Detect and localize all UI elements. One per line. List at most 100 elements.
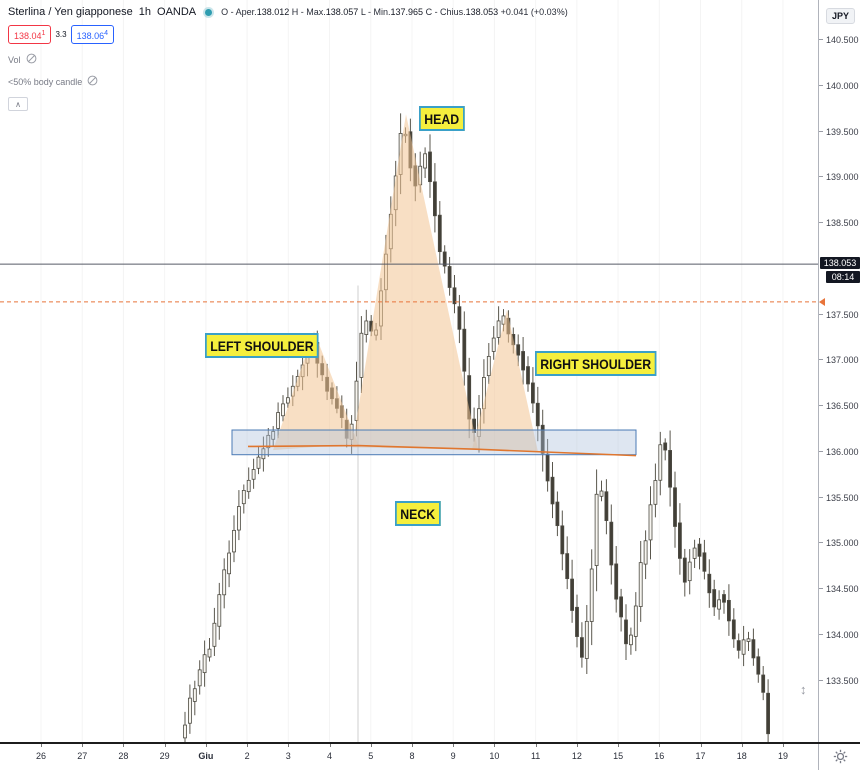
head-pattern-label[interactable]: HEAD: [419, 106, 465, 131]
time-axis[interactable]: 26 27 28 29 Giu 2 3 4 5 8 9 10 11 12 15 16 17 18 19: [0, 742, 860, 770]
candle-body: [212, 622, 217, 647]
time-tick-label: 15: [613, 751, 624, 761]
candle-body: [678, 522, 682, 559]
pattern-triangle: [472, 310, 538, 452]
sell-button[interactable]: 138.041: [8, 25, 52, 44]
time-tick-mark: [164, 744, 166, 747]
symbol-title: Sterlina / Yen giapponese: [8, 6, 133, 18]
time-tick-label: 4: [327, 751, 333, 761]
candle-body: [687, 561, 692, 582]
time-tick-mark: [205, 744, 207, 747]
timeframe-label: 1h: [138, 6, 152, 18]
auto-scale-icon[interactable]: ↕: [800, 682, 807, 697]
candle-body: [648, 504, 653, 541]
candle-body: [682, 557, 687, 583]
candle-body: [285, 397, 290, 404]
candle-body: [540, 424, 545, 454]
candle-body: [496, 320, 501, 338]
right-shoulder-pattern-label[interactable]: RIGHT SHOULDER: [535, 351, 657, 376]
ohlc-readout: O - Aper.138.012 H - Max.138.057 L - Min…: [221, 7, 568, 17]
candle-body: [232, 529, 236, 553]
candle-body: [281, 403, 285, 417]
open-value: 138.012: [256, 7, 290, 17]
buy-button[interactable]: 138.064: [70, 25, 114, 44]
close-label: C - Chius.: [425, 7, 466, 17]
candle-body: [246, 479, 251, 493]
chart-canvas[interactable]: Sterlina / Yen giapponese 1h OANDA O - A…: [0, 0, 818, 742]
candle-body: [432, 181, 437, 217]
time-tick-label: 5: [368, 751, 374, 761]
candle-body: [462, 328, 467, 372]
hide-indicator-icon[interactable]: [87, 75, 98, 88]
spread-value: 3.3: [55, 30, 67, 39]
candle-body: [423, 153, 428, 169]
time-tick-mark: [82, 744, 84, 747]
time-tick-label: 16: [654, 751, 665, 761]
candle-body: [727, 599, 731, 622]
time-tick-mark: [411, 744, 413, 747]
price-axis[interactable]: JPY 138.053 08:14 140.500 140.000 139.500 1…: [818, 0, 860, 742]
candle-body: [276, 412, 281, 429]
candle-body: [187, 697, 192, 724]
time-tick-label: Giu: [198, 751, 214, 761]
neck-zone: [231, 429, 637, 456]
time-tick-label: 2: [244, 751, 250, 761]
collapse-legend-button[interactable]: ∧: [8, 97, 28, 111]
time-tick-mark: [247, 744, 249, 747]
low-label: L - Min.: [360, 7, 391, 17]
candle-body: [575, 606, 579, 637]
candle-body: [584, 620, 589, 659]
candle-body: [668, 450, 672, 488]
candle-body: [692, 547, 697, 559]
time-tick-mark: [329, 744, 331, 747]
candle-body: [643, 540, 648, 565]
candle-body: [256, 456, 261, 469]
candle-body: [746, 638, 751, 642]
candle-body: [207, 648, 212, 658]
candle-body: [638, 562, 643, 607]
candle-body: [271, 431, 276, 440]
candle-body: [236, 506, 241, 531]
time-tick-label: 29: [159, 751, 170, 761]
neck-pattern-label[interactable]: NECK: [395, 501, 441, 526]
time-tick-label: 8: [409, 751, 415, 761]
time-tick-mark: [700, 744, 702, 747]
symbol-row: Sterlina / Yen giapponese 1h OANDA O - A…: [8, 6, 568, 18]
time-tick-mark: [494, 744, 496, 747]
last-price-badge: 138.053: [820, 257, 860, 270]
left-shoulder-pattern-label[interactable]: LEFT SHOULDER: [205, 333, 319, 358]
candle-body: [717, 599, 721, 610]
candle-body: [697, 543, 702, 557]
low-value: 137.965: [390, 7, 424, 17]
time-tick-mark: [288, 744, 290, 747]
high-value: 138.057: [325, 7, 359, 17]
candle-body: [197, 669, 202, 687]
candle-body: [619, 596, 623, 618]
candle-body: [452, 287, 457, 305]
neckline: [247, 444, 637, 457]
candle-body: [722, 594, 726, 603]
candle-body: [629, 634, 633, 646]
time-tick-label: 27: [77, 751, 88, 761]
candle-body: [266, 434, 271, 449]
time-tick-label: 28: [118, 751, 129, 761]
candle-body: [447, 266, 452, 288]
indicator-volume-label: Vol: [8, 54, 21, 65]
candle-body: [633, 605, 638, 637]
quote-buttons-row: 138.041 3.3 138.064: [8, 25, 568, 44]
indicator-row-body-candle: <50% body candle: [8, 75, 568, 88]
gear-icon[interactable]: [833, 749, 848, 769]
hide-indicator-icon[interactable]: [26, 53, 37, 66]
candle-body: [516, 344, 521, 356]
candle-body: [594, 493, 599, 566]
candle-body: [658, 444, 663, 481]
time-tick-mark: [741, 744, 743, 747]
candle-body: [457, 306, 462, 330]
currency-badge[interactable]: JPY: [826, 8, 856, 24]
time-tick-label: 3: [285, 751, 291, 761]
candle-body: [736, 640, 741, 651]
candle-body: [624, 619, 628, 645]
candle-body: [673, 487, 677, 527]
candle-body: [707, 573, 712, 594]
